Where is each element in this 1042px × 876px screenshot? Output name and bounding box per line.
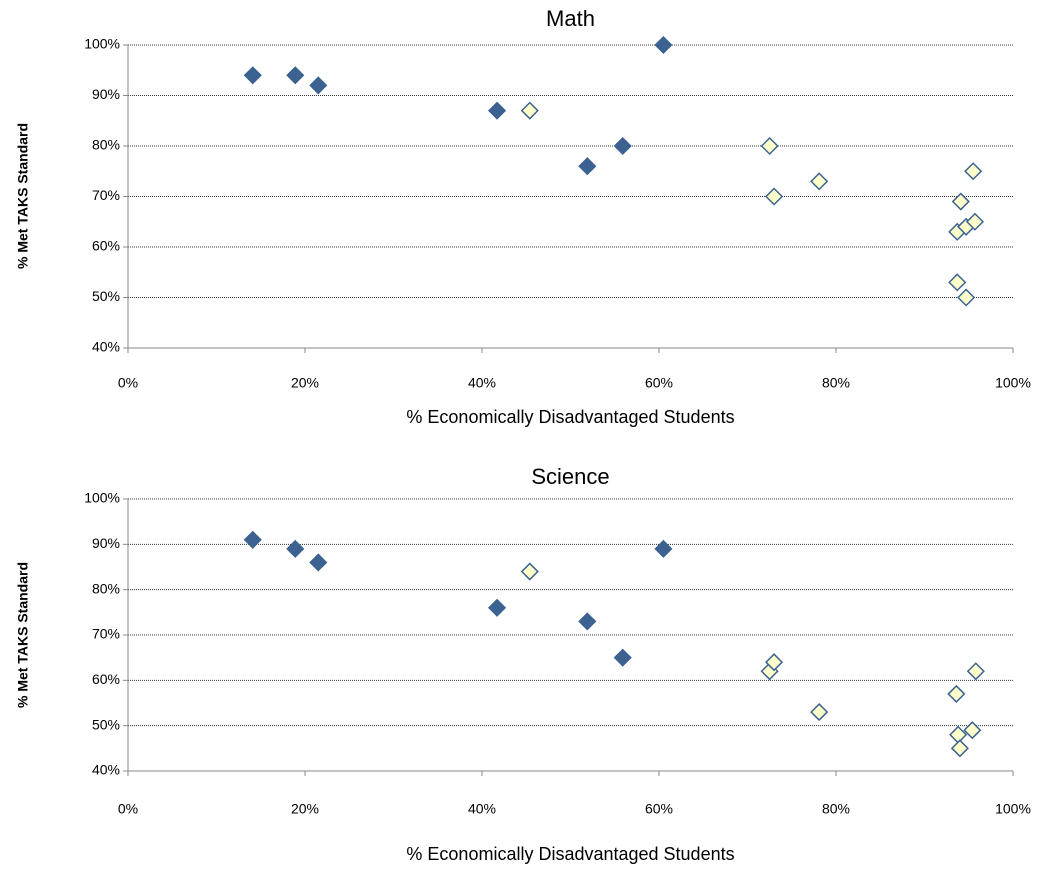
point <box>764 653 784 672</box>
x-tick-label: 40% <box>468 801 496 817</box>
point <box>520 562 539 581</box>
point <box>243 66 262 85</box>
x-axis-title: % Economically Disadvantaged Students <box>406 844 734 864</box>
point <box>487 598 507 617</box>
point <box>951 192 970 211</box>
y-tick-label: 100% <box>84 36 120 52</box>
x-tick-label: 60% <box>645 801 673 817</box>
point <box>578 612 597 631</box>
y-tick-label: 40% <box>92 762 120 778</box>
y-tick-label: 80% <box>92 580 120 596</box>
point <box>243 530 262 549</box>
point <box>309 553 328 572</box>
point <box>764 187 784 206</box>
point <box>950 739 969 758</box>
y-axis-title: % Met TAKS Standard <box>15 562 31 708</box>
point <box>964 162 983 181</box>
x-tick-label: 80% <box>822 801 850 817</box>
x-tick-label: 80% <box>822 375 850 391</box>
point <box>654 35 673 55</box>
point <box>947 684 966 703</box>
y-tick-label: 70% <box>92 187 120 203</box>
y-tick-label: 40% <box>92 339 120 355</box>
y-tick-label: 90% <box>92 535 120 551</box>
point <box>760 136 779 156</box>
x-tick-label: 0% <box>118 375 138 391</box>
x-tick-label: 40% <box>468 375 496 391</box>
point <box>810 703 829 722</box>
x-tick-label: 20% <box>291 801 319 817</box>
x-tick-label: 100% <box>995 375 1031 391</box>
chart-title: Math <box>546 6 595 31</box>
point <box>957 288 976 307</box>
point <box>965 212 985 231</box>
point <box>654 539 673 558</box>
point <box>309 76 328 95</box>
x-tick-label: 60% <box>645 375 673 391</box>
x-axis-title: % Economically Disadvantaged Students <box>406 407 734 427</box>
y-tick-label: 70% <box>92 626 120 642</box>
point <box>613 648 632 667</box>
x-tick-label: 20% <box>291 375 319 391</box>
y-tick-label: 90% <box>92 86 120 102</box>
x-tick-label: 0% <box>118 801 138 817</box>
point <box>613 136 632 156</box>
point <box>963 721 982 740</box>
point <box>520 101 539 120</box>
y-tick-label: 100% <box>84 490 120 506</box>
point <box>286 539 305 558</box>
point <box>810 172 829 191</box>
point <box>948 273 967 292</box>
y-tick-label: 80% <box>92 137 120 153</box>
point <box>966 662 985 681</box>
y-axis-title: % Met TAKS Standard <box>15 123 31 269</box>
y-tick-label: 50% <box>92 288 120 304</box>
point <box>949 725 968 744</box>
x-tick-label: 100% <box>995 801 1031 817</box>
y-tick-label: 50% <box>92 716 120 732</box>
chart-title: Science <box>531 464 609 489</box>
point <box>578 157 597 176</box>
point <box>286 66 305 85</box>
point <box>487 101 507 120</box>
y-tick-label: 60% <box>92 671 120 687</box>
y-tick-label: 60% <box>92 238 120 254</box>
